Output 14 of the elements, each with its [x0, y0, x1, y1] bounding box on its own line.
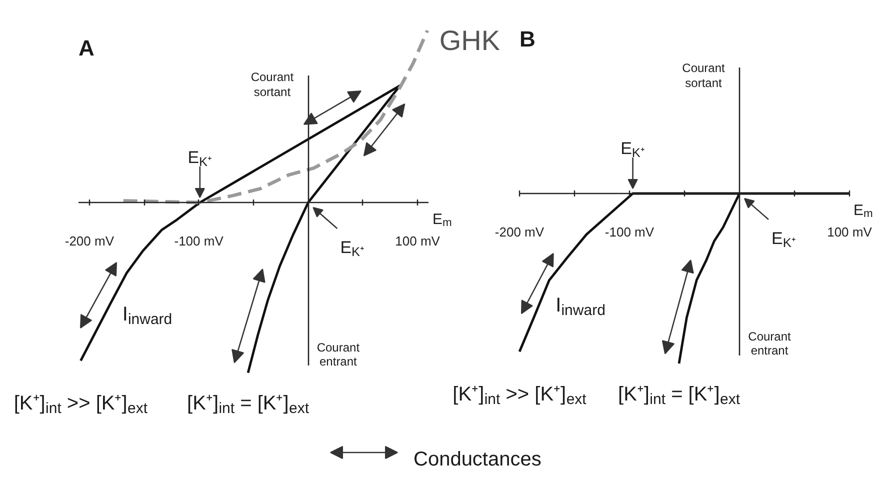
chart-title: A — [78, 36, 94, 61]
x-tick-label: -100 mV — [604, 224, 654, 240]
y-axis-title: Courant sortant — [682, 61, 726, 90]
annotation: Courant entrant — [748, 330, 792, 358]
x-tick-label: 100 mV — [395, 234, 440, 248]
series-label: GHK — [439, 25, 500, 56]
x-tick-label: -200 mV — [494, 224, 544, 240]
x-tick-label: -100 mV — [174, 234, 224, 248]
y-axis-title: Courant sortant — [250, 70, 294, 100]
annotation: Courant entrant — [316, 340, 360, 368]
x-tick-label: 100 mV — [827, 224, 872, 240]
x-tick-label: -200 mV — [64, 234, 114, 248]
chart-title: B — [520, 26, 536, 52]
text: Conductances — [414, 448, 542, 471]
